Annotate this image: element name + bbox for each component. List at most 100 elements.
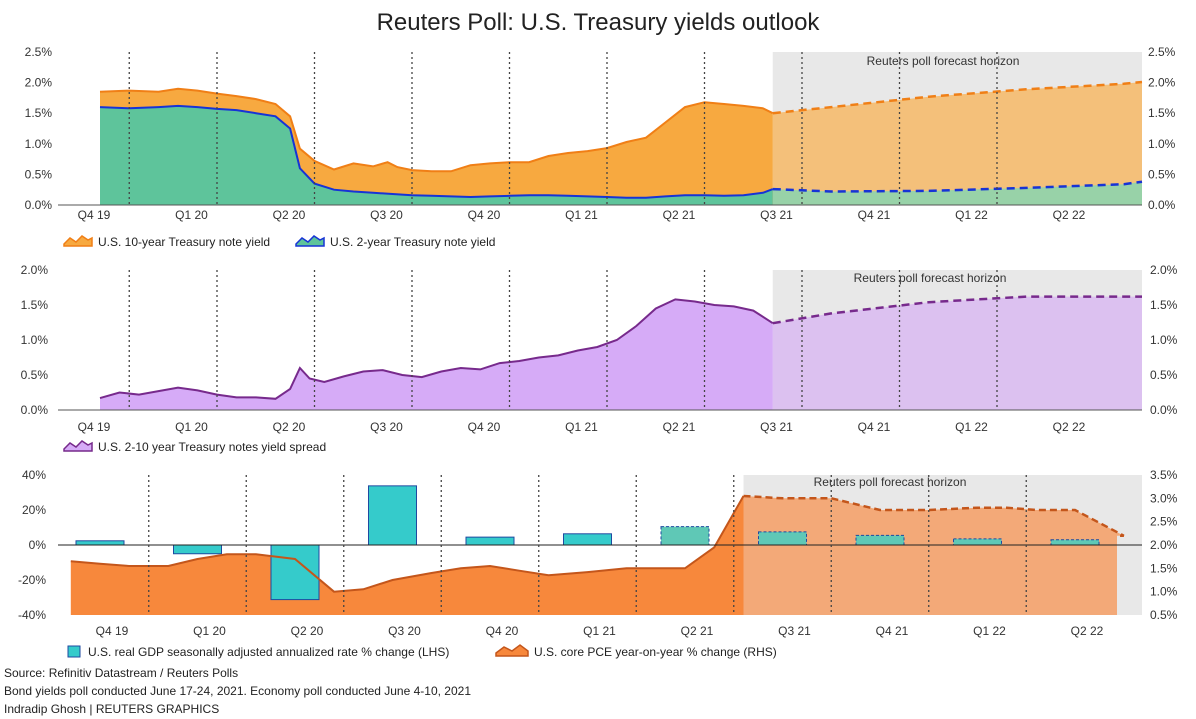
x-tick-label: Q1 21 bbox=[565, 208, 598, 222]
y-tick-right: 3.0% bbox=[1150, 491, 1178, 505]
x-tick-label: Q4 19 bbox=[78, 208, 111, 222]
10y-forecast-line bbox=[772, 80, 1143, 115]
2y-forecast-line bbox=[772, 180, 1143, 193]
spread-area bbox=[100, 299, 773, 410]
y-tick-right: 1.5% bbox=[1148, 106, 1176, 120]
yields-panel: Reuters poll forecast horizon 2.5% 2.0% 1.5… bbox=[25, 45, 1176, 249]
legend-label-pce: U.S. core PCE year-on-year % change (RHS… bbox=[534, 645, 777, 659]
y-tick-right: 3.5% bbox=[1150, 468, 1178, 482]
legend-label-2y: U.S. 2-year Treasury note yield bbox=[330, 235, 495, 249]
y-tick-left: 20% bbox=[22, 503, 46, 517]
x-tick-label: Q4 21 bbox=[858, 208, 891, 222]
spread-panel: Reuters poll forecast horizon 2.0% 1.5% 1.0… bbox=[21, 263, 1178, 454]
x-tick-label: Q3 20 bbox=[370, 208, 403, 222]
chart-title: Reuters Poll: U.S. Treasury yields outlo… bbox=[377, 9, 821, 36]
2y-yield-line bbox=[99, 104, 774, 199]
spread-legend: U.S. 2-10 year Treasury notes yield spre… bbox=[63, 440, 326, 454]
economy-panel: Reuters poll forecast horizon 40% 20% 0% -20… bbox=[18, 468, 1178, 659]
x-tick-label: Q2 22 bbox=[1071, 624, 1104, 638]
footer-note: Bond yields poll conducted June 17-24, 2… bbox=[4, 684, 471, 698]
x-tick-label: Q1 20 bbox=[175, 420, 208, 434]
x-tick-label: Q1 22 bbox=[955, 208, 988, 222]
x-tick-label: Q1 22 bbox=[955, 420, 988, 434]
y-tick-right: 2.0% bbox=[1150, 263, 1178, 277]
2y-yield-area bbox=[100, 105, 773, 205]
x-tick-label: Q2 20 bbox=[273, 420, 306, 434]
y-tick-left: 0% bbox=[29, 538, 47, 552]
gdp-forecast-bar bbox=[660, 526, 710, 546]
y-tick-right: 0.5% bbox=[1150, 608, 1178, 622]
x-tick-label: Q4 20 bbox=[468, 420, 501, 434]
x-tick-label: Q1 21 bbox=[565, 420, 598, 434]
y-tick-left: 1.5% bbox=[25, 106, 53, 120]
x-tick-label: Q3 20 bbox=[388, 624, 421, 638]
gdp-forecast-bar bbox=[1050, 539, 1100, 546]
10y-yield-line bbox=[99, 87, 774, 173]
x-tick-label: Q2 21 bbox=[663, 208, 696, 222]
y-tick-right: 1.5% bbox=[1150, 561, 1178, 575]
y-tick-left: 1.0% bbox=[21, 333, 49, 347]
y-tick-right: 2.5% bbox=[1148, 45, 1176, 59]
x-tick-label: Q3 21 bbox=[760, 420, 793, 434]
pce-line bbox=[70, 495, 745, 593]
x-tick-label: Q3 21 bbox=[778, 624, 811, 638]
x-tick-label: Q4 19 bbox=[96, 624, 129, 638]
y-tick-left: 1.5% bbox=[21, 298, 49, 312]
forecast-horizon-label: Reuters poll forecast horizon bbox=[867, 54, 1020, 68]
forecast-spread-area bbox=[772, 296, 1142, 410]
y-tick-left: 1.0% bbox=[25, 137, 53, 151]
legend-label-spread: U.S. 2-10 year Treasury notes yield spre… bbox=[98, 440, 326, 454]
pce-area bbox=[70, 496, 744, 615]
y-tick-left: 0.5% bbox=[21, 368, 49, 382]
y-tick-right: 0.0% bbox=[1148, 198, 1176, 212]
x-tick-label: Q3 21 bbox=[760, 208, 793, 222]
y-tick-right: 1.0% bbox=[1150, 333, 1178, 347]
legend-swatch-2y bbox=[295, 235, 325, 247]
footer-credit: Indradip Ghosh | REUTERS GRAPHICS bbox=[4, 702, 219, 716]
legend-swatch-10y bbox=[63, 235, 93, 247]
x-tick-label: Q3 20 bbox=[370, 420, 403, 434]
x-tick-label: Q1 22 bbox=[973, 624, 1006, 638]
x-tick-label: Q1 21 bbox=[583, 624, 616, 638]
legend-swatch-gdp bbox=[67, 645, 81, 658]
y-tick-left: 0.0% bbox=[21, 403, 49, 417]
gdp-bar bbox=[368, 485, 417, 546]
y-tick-right: 1.0% bbox=[1150, 585, 1178, 599]
x-tick-label: Q2 20 bbox=[291, 624, 324, 638]
legend-swatch-spread bbox=[63, 440, 93, 452]
y-tick-left: 0.0% bbox=[25, 198, 53, 212]
y-tick-right: 0.0% bbox=[1150, 403, 1178, 417]
x-tick-label: Q4 19 bbox=[78, 420, 111, 434]
y-tick-left: 40% bbox=[22, 468, 46, 482]
y-tick-left: 2.0% bbox=[25, 76, 53, 90]
y-tick-right: 1.0% bbox=[1148, 137, 1176, 151]
x-tick-label: Q1 20 bbox=[175, 208, 208, 222]
legend-swatch-pce bbox=[495, 644, 529, 657]
x-tick-label: Q2 21 bbox=[681, 624, 714, 638]
gdp-forecast-bar bbox=[758, 531, 807, 546]
gdp-forecast-bar bbox=[855, 534, 905, 546]
gdp-bar bbox=[563, 533, 612, 546]
x-tick-label: Q4 21 bbox=[858, 420, 891, 434]
forecast-horizon-label: Reuters poll forecast horizon bbox=[814, 475, 967, 489]
x-tick-label: Q4 20 bbox=[486, 624, 519, 638]
pce-forecast-line bbox=[743, 494, 1125, 537]
x-tick-label: Q1 20 bbox=[193, 624, 226, 638]
y-tick-right: 0.5% bbox=[1150, 368, 1178, 382]
x-tick-label: Q4 20 bbox=[468, 208, 501, 222]
gdp-bar bbox=[173, 544, 222, 555]
y-tick-left: 2.5% bbox=[25, 45, 53, 59]
y-tick-left: -20% bbox=[18, 573, 46, 587]
legend-label-gdp: U.S. real GDP seasonally adjusted annual… bbox=[88, 645, 449, 659]
gdp-bar bbox=[465, 536, 515, 546]
footer-source: Source: Refinitiv Datastream / Reuters P… bbox=[4, 666, 238, 680]
x-tick-label: Q2 22 bbox=[1053, 208, 1086, 222]
x-tick-label: Q4 21 bbox=[876, 624, 909, 638]
y-tick-left: 2.0% bbox=[21, 263, 49, 277]
forecast-10y-area bbox=[772, 82, 1142, 205]
economy-legend: U.S. real GDP seasonally adjusted annual… bbox=[67, 644, 777, 659]
y-tick-right: 0.5% bbox=[1148, 167, 1176, 181]
y-tick-right: 1.5% bbox=[1150, 298, 1178, 312]
